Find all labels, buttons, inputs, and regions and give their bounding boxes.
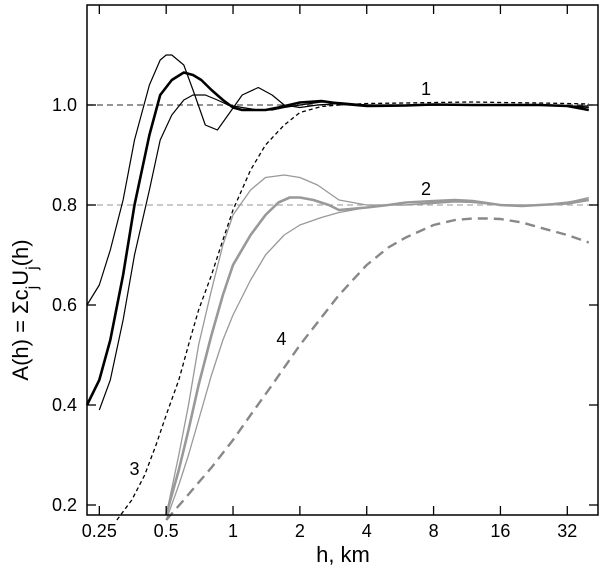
x-tick-label: 1: [228, 521, 238, 541]
x-tick-label: 2: [295, 521, 305, 541]
y-title-sigma: Σ: [8, 300, 33, 314]
y-title-sub1: j: [24, 286, 41, 291]
y-title-c: c: [8, 289, 33, 300]
series-s1b-line: [85, 71, 590, 406]
series-s4-line: [165, 217, 590, 521]
y-axis-title: A(h) = ΣcjUj(h): [8, 239, 41, 380]
series-s3-line: [116, 101, 589, 521]
y-title-tail: (h): [8, 239, 33, 266]
series-group: [85, 54, 590, 521]
curve-annotations: 1 2 3 4: [129, 79, 431, 479]
x-tick-label: 0.25: [82, 521, 117, 541]
curve-label-3: 3: [129, 459, 139, 479]
y-tick-label: 0.6: [52, 295, 77, 315]
curve-label-1: 1: [421, 79, 431, 99]
y-tick-label: 0.2: [52, 495, 77, 515]
reference-lines: [87, 104, 598, 206]
plot-frame: [86, 4, 599, 516]
series-s2c-line: [165, 198, 589, 521]
series-s2a-line: [165, 174, 589, 516]
y-title-sub2: j: [24, 266, 41, 271]
y-title-u: U: [8, 270, 33, 286]
x-tick-label: 16: [490, 521, 510, 541]
x-axis-title: h, km: [316, 542, 370, 567]
x-tick-label: 0.5: [154, 521, 179, 541]
y-title-a: A(h) =: [8, 314, 33, 381]
y-tick-label: 1.0: [52, 95, 77, 115]
y-tick-label: 0.4: [52, 395, 77, 415]
series-s1c-line: [98, 94, 589, 411]
x-tick-label: 4: [362, 521, 372, 541]
axis-ticks: 0.25 0.5 1 2 4 8 16 320.20.40.60.81.0: [52, 5, 598, 541]
x-tick-label: 8: [429, 521, 439, 541]
curve-label-4: 4: [276, 329, 286, 349]
series-s2b-line: [164, 196, 590, 516]
curve-label-2: 2: [421, 179, 431, 199]
y-tick-label: 0.8: [52, 195, 77, 215]
x-tick-label: 32: [557, 521, 577, 541]
